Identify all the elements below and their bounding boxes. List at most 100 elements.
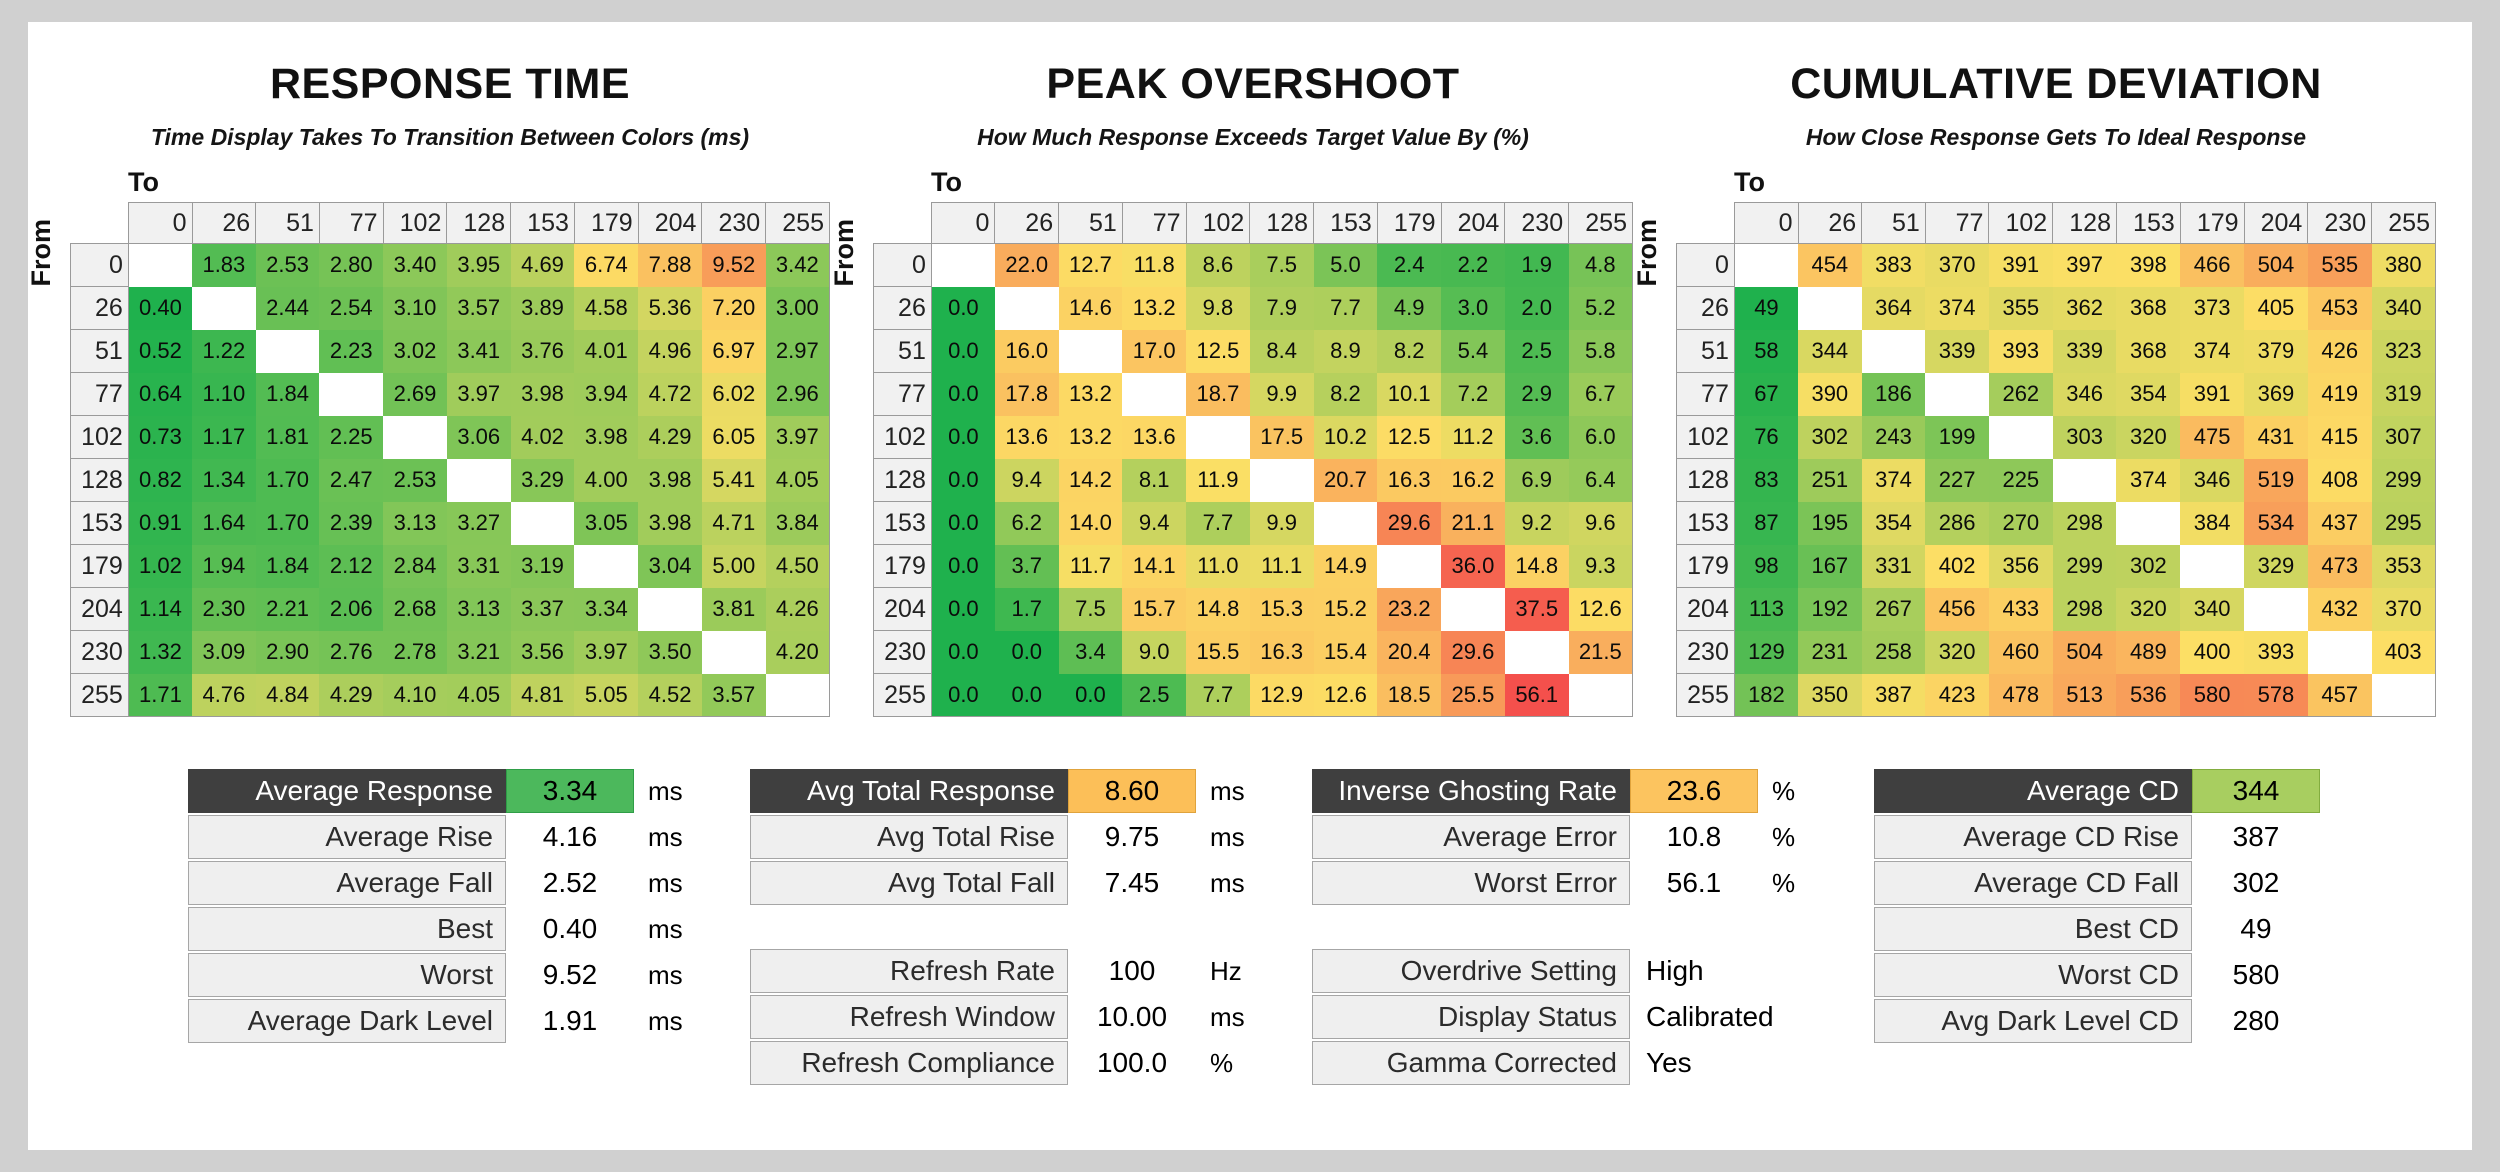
heatmap-response-time: To From 0 26 51 77 102 128 153 179 204 230 255 0 1.8… [26, 167, 830, 717]
matrix-cell: 393 [1988, 329, 2053, 373]
summary-value: 280 [2232, 1005, 2280, 1036]
matrix-cell: 7.20 [701, 286, 766, 330]
summary-label: Avg Dark Level CD [1874, 999, 2192, 1043]
matrix-row-header: 153 [70, 501, 129, 545]
heatmap-grid: 0 26 51 77 102 128 153 179 204 230 255 0 1.83 2.53 2.8… [70, 202, 830, 717]
summary-label: Best [188, 907, 506, 951]
matrix-cell: 0.0 [931, 673, 995, 717]
matrix-cell: 4.96 [638, 329, 702, 373]
summary-row: Worst CD 580 [1874, 953, 2410, 997]
matrix-diagonal-cell [701, 630, 766, 674]
matrix-cell: 11.7 [1058, 544, 1123, 588]
matrix-cell: 186 [1861, 372, 1926, 416]
matrix-row-header: 102 [1676, 415, 1735, 459]
matrix-cell: 3.81 [701, 587, 766, 631]
matrix-cell: 286 [1925, 501, 1989, 545]
matrix-cell: 369 [2244, 372, 2308, 416]
matrix-cell: 3.98 [638, 501, 702, 545]
matrix-cell: 2.06 [319, 587, 384, 631]
matrix-cell: 17.0 [1122, 329, 1187, 373]
summary-label: Gamma Corrected [1312, 1041, 1630, 1085]
matrix-cell: 11.1 [1249, 544, 1314, 588]
matrix-cell: 13.2 [1122, 286, 1187, 330]
matrix-cell: 13.6 [1122, 415, 1187, 459]
matrix-cell: 13.6 [994, 415, 1059, 459]
matrix-cell: 9.0 [1122, 630, 1187, 674]
matrix-row-header: 230 [70, 630, 129, 674]
summary-unit [2320, 815, 2410, 859]
matrix-cell: 299 [2371, 458, 2436, 502]
matrix-cell: 0.52 [128, 329, 193, 373]
matrix-cell: 0.0 [994, 630, 1059, 674]
matrix-row-header: 179 [70, 544, 129, 588]
summary-row: Avg Total Fall 7.45 ms [750, 861, 1286, 905]
summary-row: Inverse Ghosting Rate 23.6% [1312, 769, 1848, 813]
summary-unit: % [1772, 775, 1796, 806]
matrix-cell: 227 [1925, 458, 1989, 502]
matrix-cell: 5.4 [1441, 329, 1505, 373]
matrix-cell: 6.0 [1568, 415, 1633, 459]
matrix-cell: 3.31 [446, 544, 511, 588]
summary-row: Average CD 344 [1874, 769, 2410, 813]
matrix-cell: 370 [2371, 587, 2436, 631]
matrix-cell: 182 [1734, 673, 1798, 717]
matrix-cell: 3.02 [383, 329, 447, 373]
matrix-row-header: 204 [1676, 587, 1735, 631]
matrix-cell: 9.3 [1568, 544, 1633, 588]
matrix-row-header: 0 [873, 243, 932, 287]
matrix-cell: 0.0 [931, 501, 995, 545]
matrix-diagonal-cell [1058, 329, 1123, 373]
matrix-cell: 16.2 [1441, 458, 1505, 502]
summary-value: 10.00 [1096, 1001, 1168, 1032]
matrix-cell: 21.5 [1568, 630, 1633, 674]
matrix-cell: 17.8 [994, 372, 1059, 416]
summary-label: Average Error [1312, 815, 1630, 859]
matrix-cell: 270 [1988, 501, 2053, 545]
matrix-diagonal-cell [1122, 372, 1187, 416]
matrix-cell: 3.95 [446, 243, 511, 287]
matrix-cell: 1.14 [128, 587, 193, 631]
matrix-cell: 0.91 [128, 501, 193, 545]
matrix-col-header: 204 [1440, 202, 1506, 244]
matrix-cell: 1.64 [192, 501, 256, 545]
matrix-col-header: 153 [510, 202, 575, 244]
matrix-cell: 195 [1798, 501, 1862, 545]
matrix-cell: 231 [1798, 630, 1862, 674]
matrix-cell: 2.76 [319, 630, 384, 674]
matrix-cell: 513 [2052, 673, 2117, 717]
matrix-cell: 0.0 [931, 372, 995, 416]
matrix-diagonal-cell [446, 458, 511, 502]
summary-label: Best CD [1874, 907, 2192, 951]
matrix-diagonal-cell [2052, 458, 2117, 502]
matrix-cell: 2.0 [1504, 286, 1569, 330]
matrix-col-header: 230 [701, 202, 767, 244]
matrix-cell: 400 [2180, 630, 2245, 674]
summary-column: Average CD 344 Average CD Rise 387 Average C… [1874, 767, 2410, 1087]
matrix-cell: 298 [2052, 587, 2117, 631]
matrix-cell: 1.17 [192, 415, 256, 459]
matrix-cell: 2.21 [255, 587, 320, 631]
matrix-cell: 20.4 [1377, 630, 1442, 674]
summary-label: Avg Total Rise [750, 815, 1068, 859]
matrix-cell: 3.7 [994, 544, 1059, 588]
matrix-col-header: 230 [1504, 202, 1570, 244]
matrix-cell: 56.1 [1504, 673, 1569, 717]
matrix-col-header: 204 [637, 202, 703, 244]
matrix-cell: 1.7 [994, 587, 1059, 631]
heatmap-table: 0 26 51 77 102 128 153 179 204 230 255 0 454 383 370 39… [1676, 202, 2436, 717]
matrix-cell: 3.21 [446, 630, 511, 674]
matrix-cell: 1.70 [255, 458, 320, 502]
matrix-row-header: 204 [70, 587, 129, 631]
matrix-cell: 16.3 [1377, 458, 1442, 502]
matrix-diagonal-cell [2180, 544, 2245, 588]
matrix-cell: 3.50 [638, 630, 702, 674]
matrix-cell: 383 [1861, 243, 1926, 287]
matrix-cell: 368 [2116, 286, 2181, 330]
matrix-cell: 397 [2052, 243, 2117, 287]
matrix-col-header: 102 [382, 202, 448, 244]
matrix-cell: 2.4 [1377, 243, 1442, 287]
matrix-cell: 22.0 [994, 243, 1059, 287]
matrix-cell: 340 [2180, 587, 2245, 631]
matrix-diagonal-cell [1988, 415, 2053, 459]
matrix-cell: 1.22 [192, 329, 256, 373]
